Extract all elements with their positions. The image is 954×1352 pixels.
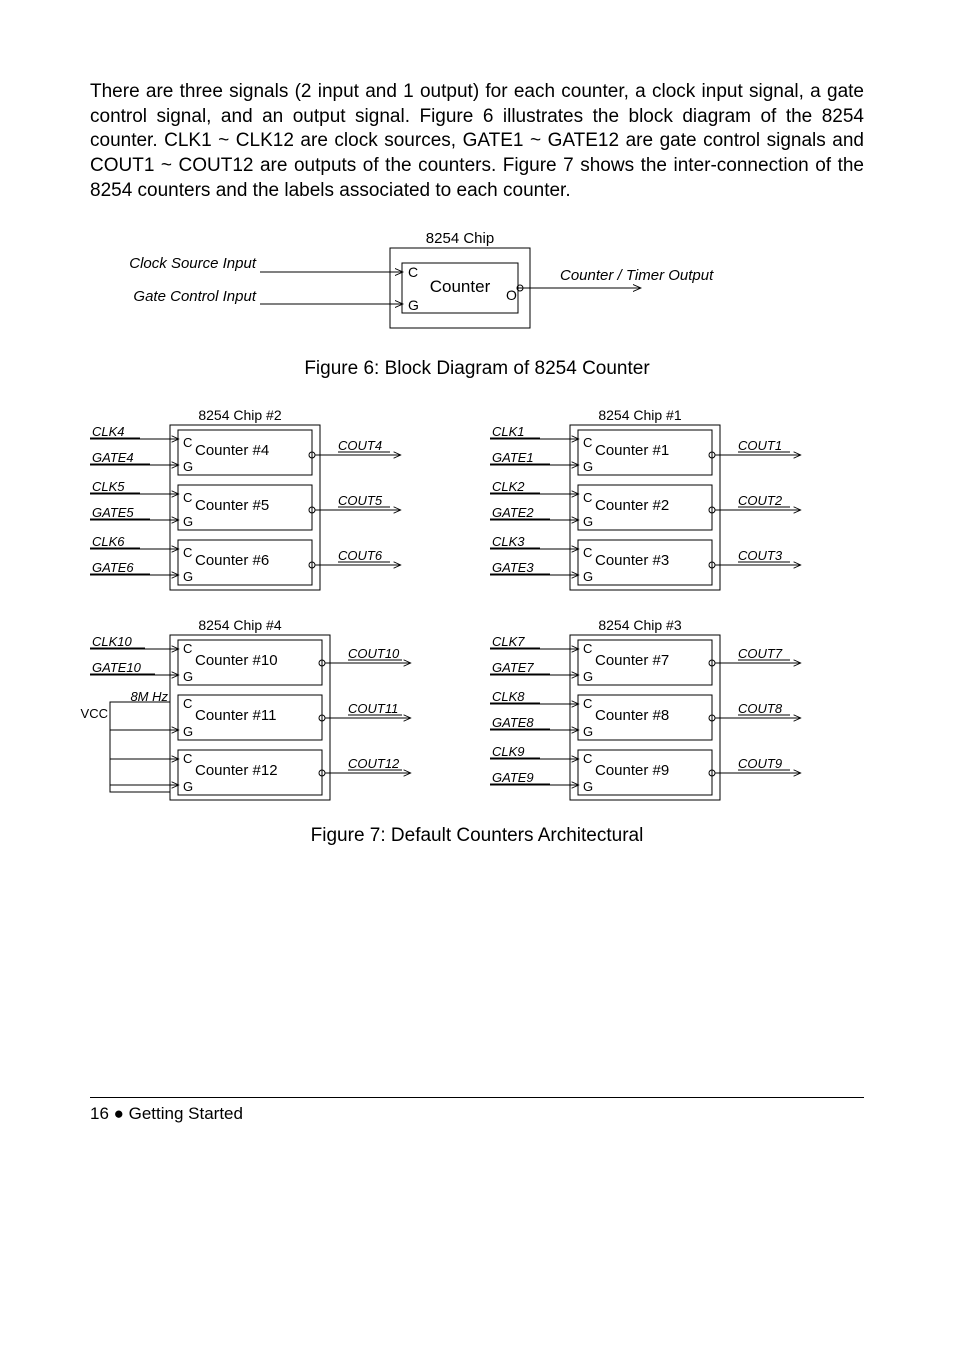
- svg-text:GATE6: GATE6: [92, 560, 134, 575]
- svg-text:Counter #3: Counter #3: [595, 552, 669, 569]
- svg-text:GATE5: GATE5: [92, 505, 134, 520]
- svg-text:GATE4: GATE4: [92, 450, 134, 465]
- svg-text:CLK7: CLK7: [492, 634, 525, 649]
- svg-text:Counter #7: Counter #7: [595, 652, 669, 669]
- svg-text:C: C: [183, 435, 192, 450]
- svg-text:C: C: [183, 751, 192, 766]
- svg-text:Gate Control Input: Gate Control Input: [133, 288, 256, 305]
- svg-text:CLK10: CLK10: [92, 634, 133, 649]
- svg-text:CLK9: CLK9: [492, 744, 525, 759]
- svg-text:CLK8: CLK8: [492, 689, 525, 704]
- figure-6-diagram: 8254 Chip C G O Counter Clock Source Inp…: [90, 228, 864, 348]
- svg-text:G: G: [583, 669, 593, 684]
- svg-text:CLK5: CLK5: [92, 479, 125, 494]
- svg-text:COUT12: COUT12: [348, 756, 400, 771]
- svg-text:Counter #8: Counter #8: [595, 707, 669, 724]
- svg-text:GATE8: GATE8: [492, 715, 534, 730]
- svg-text:G: G: [583, 724, 593, 739]
- svg-text:CLK2: CLK2: [492, 479, 525, 494]
- svg-text:8254 Chip #4: 8254 Chip #4: [198, 617, 282, 633]
- svg-text:COUT8: COUT8: [738, 701, 783, 716]
- svg-text:C: C: [583, 490, 592, 505]
- svg-text:COUT9: COUT9: [738, 756, 782, 771]
- svg-text:8254 Chip #1: 8254 Chip #1: [598, 407, 682, 423]
- svg-text:C: C: [183, 490, 192, 505]
- svg-text:GATE9: GATE9: [492, 770, 534, 785]
- svg-text:GATE2: GATE2: [492, 505, 534, 520]
- body-paragraph: There are three signals (2 input and 1 o…: [90, 80, 864, 203]
- svg-text:8254 Chip #2: 8254 Chip #2: [198, 407, 282, 423]
- svg-text:CLK4: CLK4: [92, 424, 125, 439]
- svg-text:8254 Chip #3: 8254 Chip #3: [598, 617, 682, 633]
- svg-text:G: G: [583, 459, 593, 474]
- svg-text:Counter #1: Counter #1: [595, 442, 669, 459]
- svg-text:Counter #6: Counter #6: [195, 552, 269, 569]
- svg-text:COUT6: COUT6: [338, 548, 383, 563]
- svg-text:G: G: [183, 459, 193, 474]
- svg-text:C: C: [408, 264, 418, 280]
- svg-text:Counter #5: Counter #5: [195, 497, 269, 514]
- svg-text:GATE1: GATE1: [492, 450, 534, 465]
- svg-text:G: G: [183, 514, 193, 529]
- svg-text:COUT11: COUT11: [348, 701, 398, 716]
- svg-text:CLK1: CLK1: [492, 424, 525, 439]
- svg-text:COUT3: COUT3: [738, 548, 783, 563]
- svg-text:G: G: [183, 669, 193, 684]
- svg-text:G: G: [183, 779, 193, 794]
- svg-text:Counter #2: Counter #2: [595, 497, 669, 514]
- svg-text:Counter: Counter: [430, 277, 491, 296]
- svg-text:C: C: [183, 545, 192, 560]
- svg-text:GATE7: GATE7: [492, 660, 534, 675]
- svg-text:Counter #10: Counter #10: [195, 652, 278, 669]
- figure-6-caption: Figure 6: Block Diagram of 8254 Counter: [90, 358, 864, 380]
- svg-text:C: C: [583, 545, 592, 560]
- figure-7-diagram: 8254 Chip #2 C G Counter #4 CLK4 GATE4 C…: [90, 405, 864, 815]
- svg-text:COUT2: COUT2: [738, 493, 783, 508]
- svg-text:G: G: [183, 724, 193, 739]
- svg-text:C: C: [583, 435, 592, 450]
- svg-text:Counter #11: Counter #11: [195, 707, 276, 724]
- svg-text:Counter #12: Counter #12: [195, 762, 278, 779]
- svg-text:G: G: [408, 297, 419, 313]
- svg-text:GATE3: GATE3: [492, 560, 534, 575]
- svg-text:C: C: [583, 641, 592, 656]
- svg-text:CLK3: CLK3: [492, 534, 525, 549]
- svg-text:Clock Source Input: Clock Source Input: [129, 255, 257, 272]
- svg-text:Counter #4: Counter #4: [195, 442, 269, 459]
- svg-text:G: G: [583, 569, 593, 584]
- svg-text:C: C: [183, 696, 192, 711]
- svg-text:COUT7: COUT7: [738, 646, 783, 661]
- svg-text:C: C: [583, 751, 592, 766]
- svg-text:COUT10: COUT10: [348, 646, 400, 661]
- svg-text:Counter / Timer Output: Counter / Timer Output: [560, 267, 714, 284]
- svg-text:GATE10: GATE10: [92, 660, 142, 675]
- svg-text:COUT5: COUT5: [338, 493, 383, 508]
- svg-text:O: O: [506, 287, 517, 303]
- svg-text:C: C: [183, 641, 192, 656]
- svg-text:COUT1: COUT1: [738, 438, 782, 453]
- svg-text:C: C: [583, 696, 592, 711]
- svg-text:G: G: [183, 569, 193, 584]
- figure-7-caption: Figure 7: Default Counters Architectural: [90, 825, 864, 847]
- page-footer: 16 ● Getting Started: [90, 1097, 864, 1124]
- svg-text:8254 Chip: 8254 Chip: [426, 230, 494, 247]
- svg-text:G: G: [583, 779, 593, 794]
- svg-text:CLK6: CLK6: [92, 534, 125, 549]
- svg-text:COUT4: COUT4: [338, 438, 382, 453]
- svg-text:VCC: VCC: [81, 706, 108, 721]
- svg-text:G: G: [583, 514, 593, 529]
- svg-text:Counter #9: Counter #9: [595, 762, 669, 779]
